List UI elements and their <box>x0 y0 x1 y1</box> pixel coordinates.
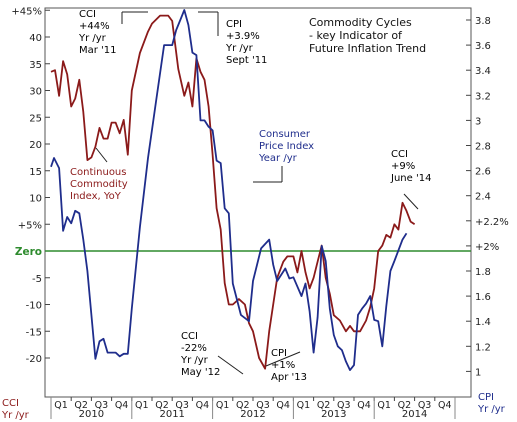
x-axis-year-label: 2010 <box>79 409 104 420</box>
x-axis-quarter-label: Q2 <box>317 400 331 411</box>
annotation-label: CCI <box>391 149 408 160</box>
left-axis-tick-label: -15 <box>26 327 42 338</box>
x-axis-quarter-label: Q4 <box>438 400 452 411</box>
left-axis-tick-label: -10 <box>26 301 42 312</box>
left-axis-tick-label: +45% <box>11 6 42 17</box>
right-axis-tick-label: 2.8 <box>475 142 491 153</box>
right-axis-tick-label: 3.6 <box>475 41 491 52</box>
right-axis-tick-label: 3.4 <box>475 66 491 77</box>
x-axis-quarter-label: Q1 <box>297 400 311 411</box>
annotation-leader-line <box>95 147 108 163</box>
x-axis-quarter-label: Q1 <box>135 400 149 411</box>
x-axis-quarter-label: Q2 <box>74 400 88 411</box>
annotation-label: Year /yr <box>258 153 298 164</box>
annotation-label: June '14 <box>390 173 431 184</box>
annotation-label: CCI <box>181 331 198 342</box>
x-axis-quarter-label: Q3 <box>256 400 270 411</box>
left-axis-tick-label: 35 <box>29 60 42 71</box>
right-axis-tick-label: 3.8 <box>475 16 491 27</box>
annotation-label: Yr /yr <box>225 43 254 54</box>
x-axis-quarter-label: Q1 <box>377 400 391 411</box>
annotation-label: CPI <box>271 348 287 359</box>
x-axis-quarter-label: Q3 <box>418 400 432 411</box>
left-axis-tick-label: 15 <box>29 167 42 178</box>
right-axis-tick-label: +2% <box>475 242 499 253</box>
chart-title: Commodity Cycles <box>309 16 412 29</box>
annotation-label: +9% <box>391 161 415 172</box>
annotation-label: Yr /yr <box>180 355 209 366</box>
x-axis-year-label: 2013 <box>321 409 346 420</box>
chart-title: Future Inflation Trend <box>309 42 426 55</box>
annotation-label: -22% <box>181 343 207 354</box>
right-axis-tick-label: 1.6 <box>475 292 491 303</box>
left-axis-title: Yr /yr <box>1 410 30 421</box>
cci-series-line <box>50 14 416 370</box>
annotation-label: Index, YoY <box>70 191 122 202</box>
x-axis-quarter-label: Q4 <box>276 400 290 411</box>
chart-title: - key Indicator of <box>309 29 403 42</box>
right-axis-tick-label: 3.2 <box>475 91 491 102</box>
left-axis-tick-label: -5 <box>32 274 42 285</box>
annotation-label: Consumer <box>259 129 311 140</box>
right-axis-title: CPI <box>478 392 494 403</box>
x-axis-quarter-label: Q1 <box>216 400 230 411</box>
right-axis-tick-label: 2.4 <box>475 192 491 203</box>
plot-frame <box>44 7 472 398</box>
annotation-label: Sept '11 <box>226 55 267 66</box>
x-axis-year-label: 2012 <box>240 409 265 420</box>
left-axis-tick-label: 40 <box>29 33 42 44</box>
annotation-label: Continuous <box>70 167 126 178</box>
x-axis-quarter-label: Q1 <box>54 400 68 411</box>
left-axis-tick-label: 10 <box>29 194 42 205</box>
right-axis-title: Yr /yr <box>477 404 506 415</box>
annotation-label: +44% <box>79 21 110 32</box>
left-axis-title: CCI <box>2 398 19 409</box>
cpi-series-line <box>50 9 408 371</box>
annotation-label: Yr /yr <box>78 33 107 44</box>
annotation-label: CPI <box>226 19 242 30</box>
annotation-label: Apr '13 <box>271 372 307 383</box>
left-axis-tick-label: 25 <box>29 113 42 124</box>
annotation-label: Commodity <box>70 179 128 190</box>
x-axis-year-label: 2014 <box>402 409 427 420</box>
left-axis-tick-label: 20 <box>29 140 42 151</box>
x-axis-quarter-label: Q4 <box>115 400 129 411</box>
right-axis-tick-label: 1.8 <box>475 267 491 278</box>
left-axis-tick-label: 30 <box>29 87 42 98</box>
zero-label: Zero <box>15 246 42 258</box>
left-axis-tick-label: -20 <box>26 354 42 365</box>
left-axis-tick-label: +5% <box>18 220 42 231</box>
annotation-label: +1% <box>271 360 295 371</box>
annotation-leader-line <box>403 193 419 210</box>
annotation-label: +3.9% <box>226 31 260 42</box>
annotation-label: Mar '11 <box>79 45 117 56</box>
right-axis-tick-label: 1 <box>475 367 481 378</box>
x-axis-quarter-label: Q2 <box>398 400 412 411</box>
right-axis-tick-label: +2.2% <box>475 217 509 228</box>
x-axis-year-label: 2011 <box>159 409 184 420</box>
right-axis-tick-label: 1.2 <box>475 342 491 353</box>
x-axis-quarter-label: Q2 <box>155 400 169 411</box>
x-axis-quarter-label: Q3 <box>95 400 109 411</box>
annotation-label: CCI <box>79 9 96 20</box>
right-axis-tick-label: 3 <box>475 116 481 127</box>
right-axis-tick-label: 1.4 <box>475 317 491 328</box>
annotation-label: Price Index <box>259 141 314 152</box>
x-axis-quarter-label: Q4 <box>196 400 210 411</box>
x-axis-quarter-label: Q2 <box>236 400 250 411</box>
annotation-leader-line <box>265 351 301 367</box>
annotation-leader-line <box>217 355 244 375</box>
right-axis-tick-label: 2.6 <box>475 167 491 178</box>
x-axis-quarter-label: Q4 <box>357 400 371 411</box>
x-axis-quarter-label: Q3 <box>337 400 351 411</box>
annotation-label: May '12 <box>181 367 220 378</box>
x-axis-quarter-label: Q3 <box>175 400 189 411</box>
